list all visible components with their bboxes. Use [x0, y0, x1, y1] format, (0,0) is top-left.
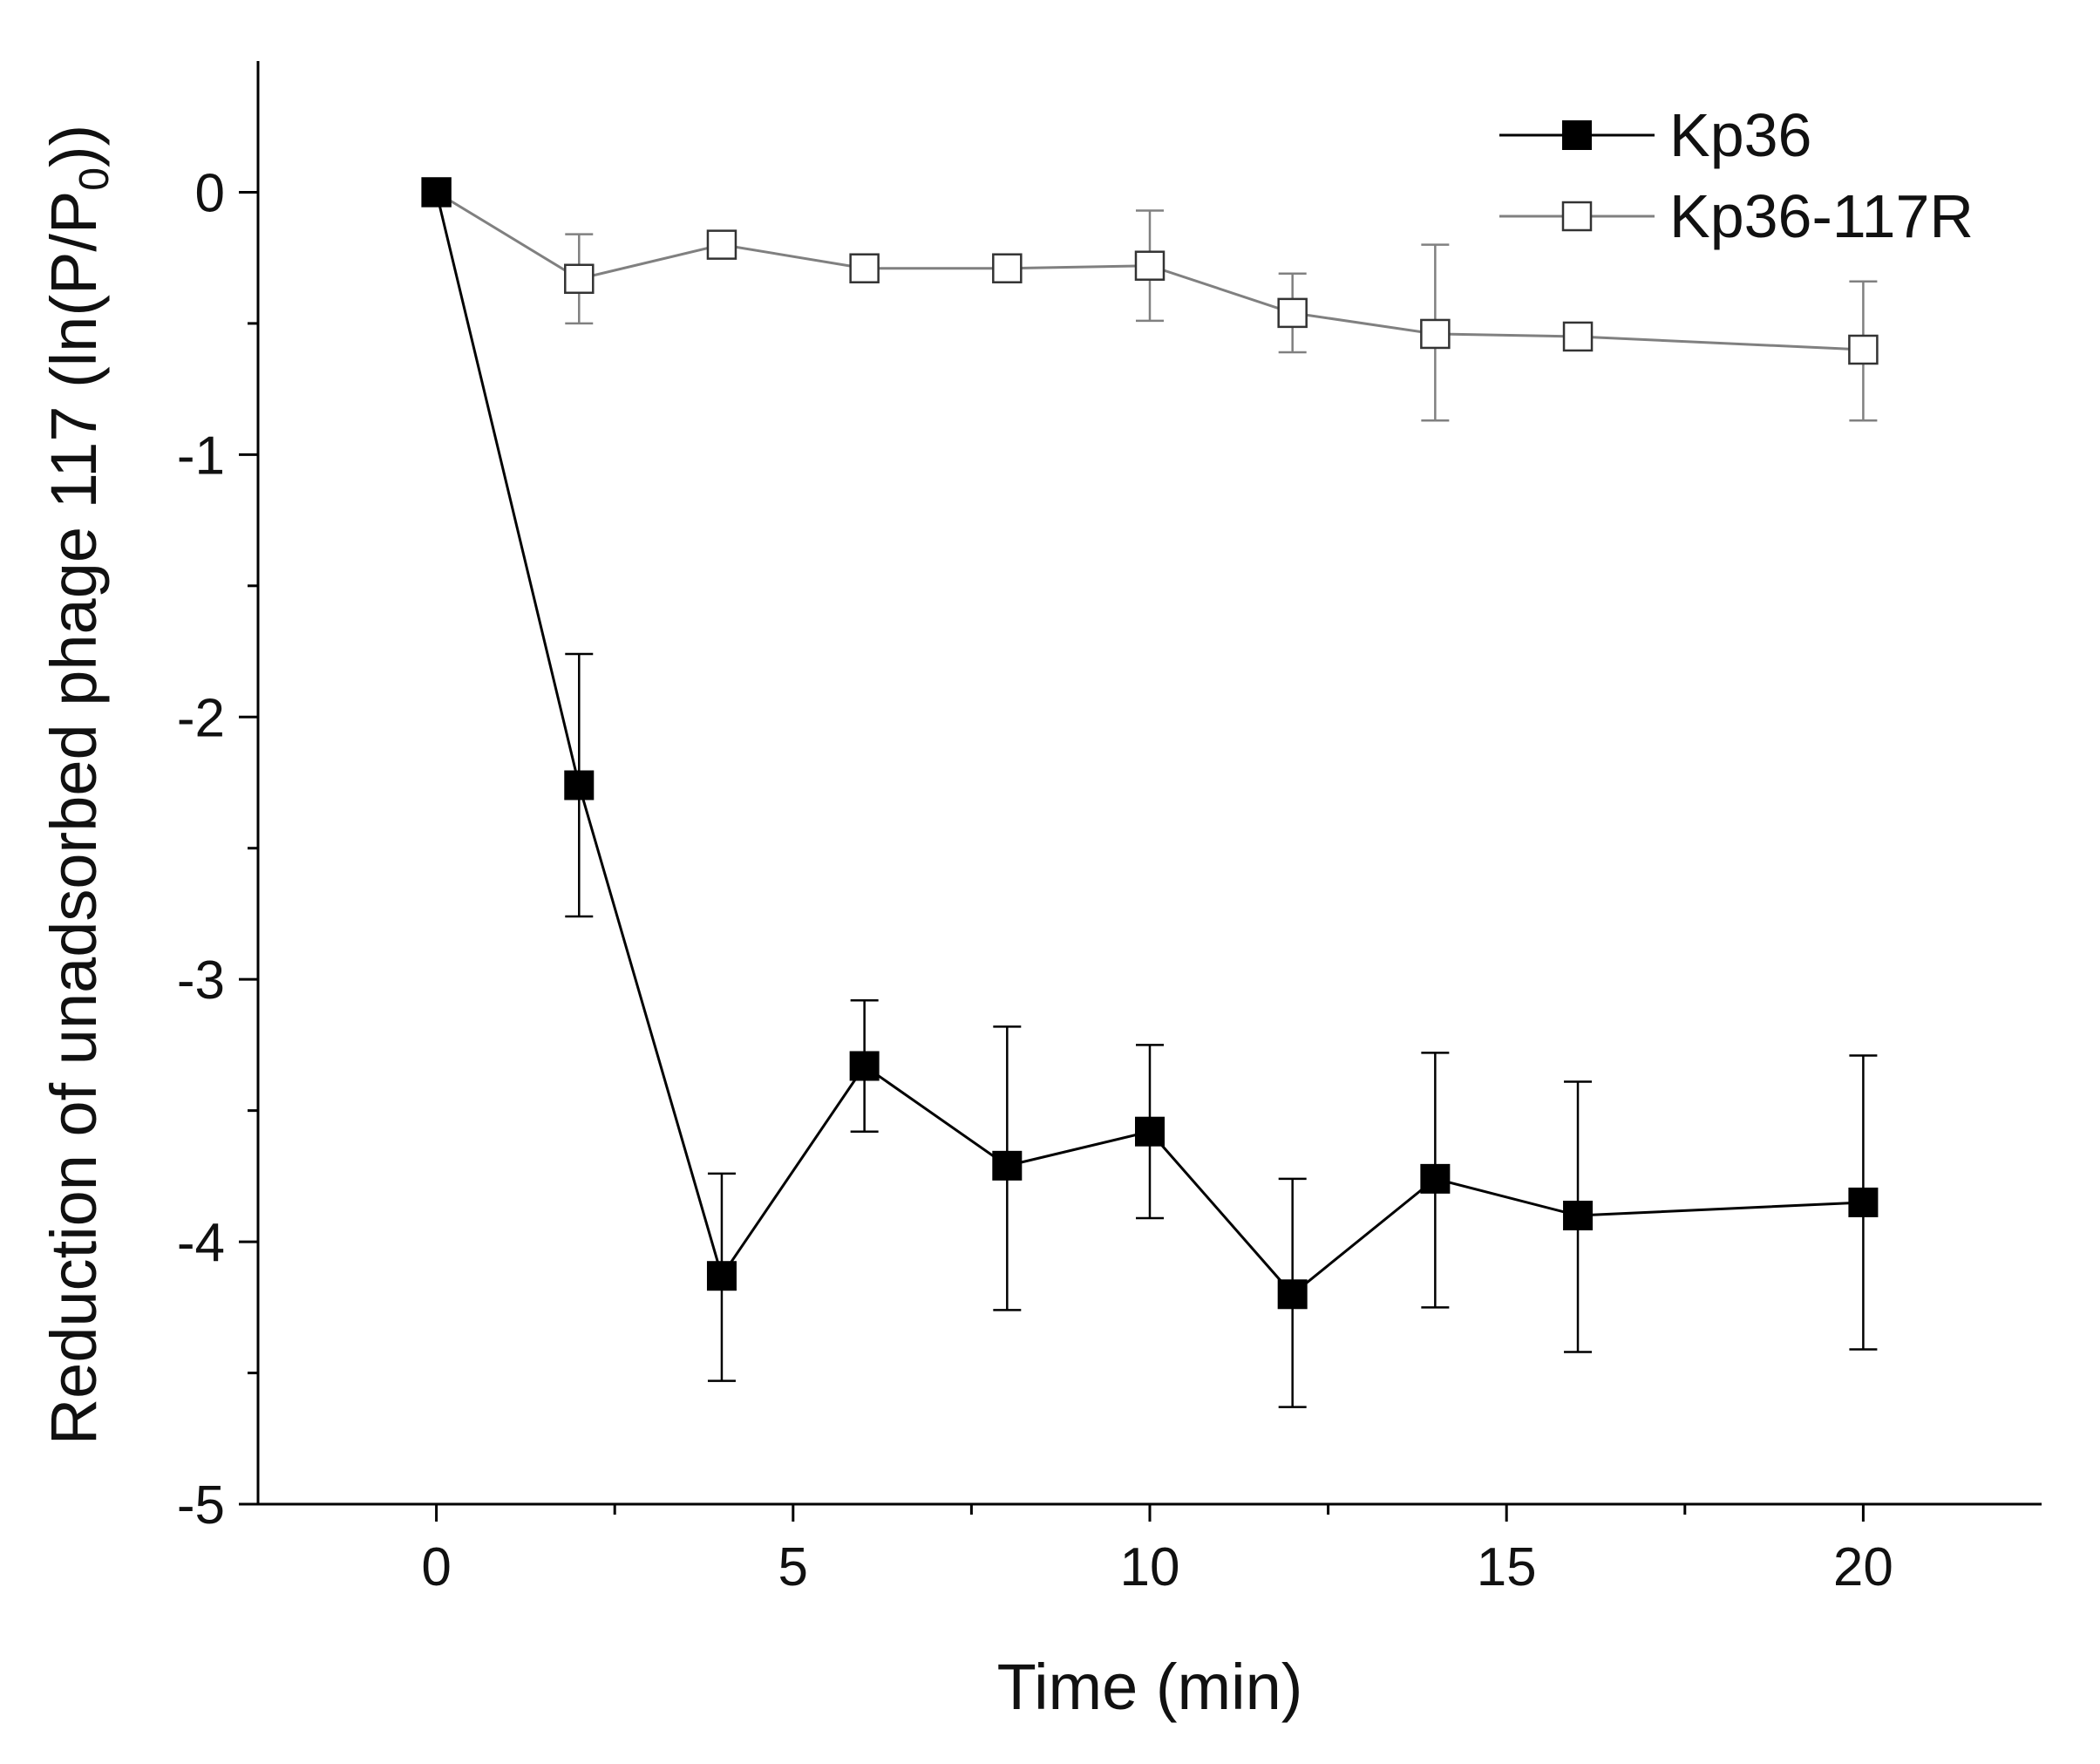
- data-point: [564, 770, 595, 800]
- series-line: [435, 192, 1864, 1297]
- x-tick-label: 10: [1120, 1537, 1180, 1597]
- series-layer: [421, 177, 1879, 1408]
- y-tick-label: -3: [177, 950, 225, 1011]
- series-line: [435, 191, 1864, 351]
- data-point: [1277, 297, 1308, 329]
- data-point: [992, 1150, 1023, 1181]
- x-tick-label: 20: [1833, 1537, 1893, 1597]
- y-axis-title-end: )): [37, 125, 110, 167]
- data-point: [1420, 318, 1451, 350]
- axes: 0 5 10 15 20 0 -1 -2 -3 -4 -5: [177, 61, 2042, 1597]
- data-point: [421, 177, 452, 208]
- y-tick-label: -2: [177, 688, 225, 748]
- x-axis-title: Time (min): [997, 1651, 1303, 1723]
- y-tick-label: -1: [177, 426, 225, 486]
- data-point: [1562, 321, 1594, 352]
- data-point: [1277, 1279, 1308, 1310]
- series-kp36: [421, 177, 1879, 1408]
- data-point: [1848, 334, 1879, 365]
- y-axis-title-subscript: 0: [71, 167, 118, 191]
- y-axis-title: Reduction of unadsorbed phage 117 (ln(P/…: [37, 125, 118, 1446]
- data-point: [1135, 1116, 1165, 1147]
- data-point: [1563, 1201, 1594, 1230]
- data-point: [1848, 1187, 1879, 1217]
- series-kp36-117r: [421, 177, 1879, 422]
- legend-label: Kp36-117R: [1669, 182, 1974, 250]
- x-tick-label: 0: [421, 1537, 451, 1597]
- x-tick-label: 5: [778, 1537, 808, 1597]
- data-point: [706, 1261, 737, 1291]
- y-tick-label: -5: [177, 1475, 225, 1536]
- y-tick-label: 0: [195, 163, 225, 223]
- data-point: [706, 229, 737, 260]
- y-tick-label: -4: [177, 1213, 225, 1273]
- legend-marker: [1561, 201, 1593, 232]
- data-point: [992, 253, 1023, 283]
- legend-label: Kp36: [1669, 101, 1811, 169]
- data-point: [849, 253, 880, 283]
- data-point: [849, 1051, 880, 1081]
- x-tick-label: 15: [1477, 1537, 1537, 1597]
- legend-marker: [1562, 120, 1592, 150]
- y-axis-title-main: Reduction of unadsorbed phage 117 (ln(P/…: [37, 191, 110, 1446]
- data-point: [1420, 1163, 1451, 1194]
- legend: Kp36 Kp36-117R: [1499, 101, 1974, 250]
- data-point: [1134, 250, 1166, 281]
- data-point: [564, 263, 595, 295]
